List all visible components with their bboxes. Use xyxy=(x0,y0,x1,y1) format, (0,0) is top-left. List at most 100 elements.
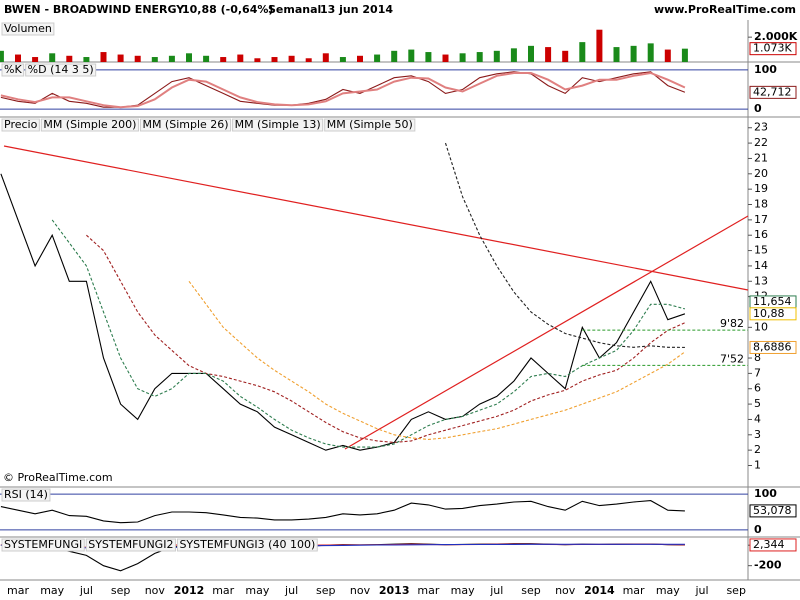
legend-box xyxy=(1,118,40,132)
x-tick-label: jul xyxy=(284,584,298,597)
legend-box xyxy=(324,118,416,132)
y-tick-label: 1 xyxy=(754,459,761,472)
period: Semanal xyxy=(268,3,321,16)
volume-bar xyxy=(271,57,278,62)
x-tick-label: jul xyxy=(489,584,503,597)
volume-bar xyxy=(442,54,449,62)
symbol: BWEN - BROADWIND ENERGY xyxy=(4,3,185,16)
legend-box xyxy=(1,63,25,77)
y-tick-label: 21 xyxy=(754,151,768,164)
x-tick-label: may xyxy=(656,584,680,597)
y-tick-label: 17 xyxy=(754,213,768,226)
x-tick-label: mar xyxy=(623,584,645,597)
trend-line xyxy=(344,215,749,450)
volume-bar xyxy=(186,53,192,62)
volume-bar xyxy=(476,52,483,62)
value-tag-label: 42,712 xyxy=(753,85,792,98)
y-tick-label: 14 xyxy=(754,259,768,272)
volume-bar xyxy=(528,45,534,62)
volume-bar xyxy=(100,52,107,62)
volume-bar xyxy=(168,55,175,62)
y-tick-label: 23 xyxy=(754,121,768,134)
volume-bar xyxy=(151,57,158,62)
legend-box xyxy=(1,22,55,36)
value-tag-label: 2,344 xyxy=(753,538,785,551)
y-tick-label: 22 xyxy=(754,136,768,149)
y-tick-label: 20 xyxy=(754,167,768,180)
volume-bar xyxy=(425,52,432,62)
volume-bar xyxy=(83,57,90,62)
x-tick-label: sep xyxy=(521,584,540,597)
x-tick-label: jul xyxy=(79,584,93,597)
x-tick-label: may xyxy=(40,584,64,597)
y-tick-label: 3 xyxy=(754,428,761,441)
volume-bar xyxy=(203,55,210,62)
volume-bar xyxy=(681,48,688,62)
volume-bar xyxy=(254,58,261,62)
y-tick-label: 0 xyxy=(754,102,762,115)
series-line xyxy=(51,219,686,448)
volume-bar xyxy=(0,50,4,62)
volume-bar xyxy=(117,54,124,62)
volume-bar xyxy=(15,54,21,62)
series-line xyxy=(188,280,686,440)
annotation: © ProRealTime.com xyxy=(3,471,113,484)
volume-bar xyxy=(596,29,603,63)
volume-bar xyxy=(408,49,415,62)
volume-bar xyxy=(66,55,73,62)
volume-bar xyxy=(134,55,141,62)
x-tick-label: nov xyxy=(350,584,371,597)
volume-bar xyxy=(579,42,586,62)
level-label: 9'82 xyxy=(720,317,744,330)
legend-entry: MM (Simple 26) xyxy=(142,118,228,131)
y-tick-label: 10 xyxy=(754,320,768,333)
legend-entry: MM (Simple 50) xyxy=(327,118,413,131)
y-tick-label: 15 xyxy=(754,244,768,257)
volume-bar xyxy=(545,47,552,62)
volume-bar xyxy=(613,47,620,62)
volume-bar xyxy=(237,54,244,62)
x-tick-label: jul xyxy=(694,584,708,597)
volume-bar xyxy=(322,53,329,62)
site: www.ProRealTime.com xyxy=(654,3,796,16)
x-tick-label: mar xyxy=(417,584,439,597)
volume-bar xyxy=(339,57,346,62)
legend-entry: Precio xyxy=(4,118,38,131)
y-tick-label: 16 xyxy=(754,228,768,241)
legend-entry: %K xyxy=(4,63,22,76)
legend-entry: Volumen xyxy=(4,22,52,35)
quote: 10,88 (-0,64%) xyxy=(182,3,273,16)
value-tag-label: 8,6886 xyxy=(753,340,792,353)
value-tag-label: 53,078 xyxy=(753,504,792,517)
y-tick-label: 100 xyxy=(754,63,777,76)
y-tick-label: 2.000K xyxy=(754,30,798,43)
legend-box xyxy=(1,538,85,552)
y-tick-label: 19 xyxy=(754,182,768,195)
series-line xyxy=(0,173,686,451)
x-tick-label: nov xyxy=(145,584,166,597)
y-tick-label: 13 xyxy=(754,274,768,287)
legend-entry: %D (14 3 5) xyxy=(28,63,94,76)
legend-entry: MM (Simple 13) xyxy=(235,118,321,131)
volume-bar xyxy=(562,50,569,62)
y-tick-label: -200 xyxy=(754,559,782,572)
volume-bar xyxy=(220,57,227,62)
y-tick-label: 7 xyxy=(754,366,761,379)
value-tag-label: 1.073K xyxy=(753,42,792,55)
y-tick-label: 8 xyxy=(754,351,761,364)
series-line xyxy=(444,142,685,348)
legend-box xyxy=(25,63,97,77)
x-tick-label: nov xyxy=(555,584,576,597)
y-tick-label: 6 xyxy=(754,382,761,395)
legend-box xyxy=(232,118,324,132)
legend-entry: SYSTEMFUNGI xyxy=(4,538,82,551)
level-label: 7'52 xyxy=(720,352,744,365)
volume-bar xyxy=(374,54,381,62)
legend-box xyxy=(85,538,176,552)
x-tick-label: 2013 xyxy=(379,584,410,597)
volume-bar xyxy=(357,55,363,62)
legend-box xyxy=(40,118,139,132)
